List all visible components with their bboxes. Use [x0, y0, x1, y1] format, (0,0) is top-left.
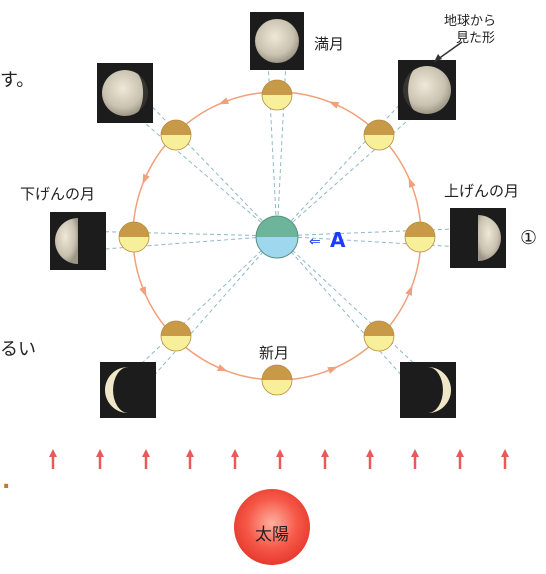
- orbit-arrow-icon: [405, 285, 413, 296]
- earth-arrow-icon: ⇐: [309, 234, 321, 250]
- sightlines: [77, 40, 479, 398]
- edge-text-bottom-left: .: [2, 469, 10, 494]
- sun-ray-arrow-icon: [501, 449, 509, 469]
- orbit-arrow-icon: [328, 101, 340, 109]
- sun-ray-arrow-icon: [96, 449, 104, 469]
- label-new-moon: 新月: [259, 344, 289, 362]
- sun-ray-arrow-icon: [49, 449, 57, 469]
- sightline: [78, 235, 278, 252]
- sightline: [276, 40, 288, 237]
- earth-marker-label: A: [330, 228, 346, 252]
- moon-photo: [50, 212, 106, 270]
- label-sun: 太陽: [255, 525, 289, 545]
- orbit-arrow-icon: [327, 366, 338, 374]
- orbit-arrow-icon: [139, 286, 147, 297]
- orbit-moons: [118, 79, 436, 396]
- orbit-moon-waxing-gib: [363, 119, 395, 151]
- earth: [255, 215, 299, 259]
- orbit-moon-waxing-cres: [363, 320, 395, 352]
- sun-ray-arrow-icon: [142, 449, 150, 469]
- moon-photo: [400, 362, 456, 418]
- sightline: [276, 235, 422, 398]
- orbit-arrow-icon: [217, 364, 228, 372]
- label-last-quarter: 下げんの月: [20, 185, 95, 203]
- orbit-arrow-icon: [408, 177, 416, 189]
- orbit-moon-waning-cres: [160, 320, 192, 352]
- label-full-moon: 満月: [314, 35, 344, 53]
- edge-text-top-left: す。: [0, 70, 34, 91]
- sun-ray-arrow-icon: [231, 449, 239, 469]
- sun-rays: [49, 449, 509, 469]
- orbit-moon-first-q: [404, 221, 436, 253]
- sun-ray-arrow-icon: [276, 449, 284, 469]
- sun: 太陽: [234, 489, 310, 565]
- moon-photo: [450, 208, 506, 268]
- sightline: [276, 235, 436, 384]
- moon-photo: [250, 12, 304, 70]
- sun-ray-arrow-icon: [186, 449, 194, 469]
- label-seen-from-earth-1: 地球から: [444, 14, 496, 29]
- orbit-arrow-icon: [142, 173, 150, 185]
- moon-photo: [100, 362, 156, 418]
- orbit-moon-last-q: [118, 221, 150, 253]
- orbit-moon-new: [261, 364, 293, 396]
- orbit-arrows: [139, 97, 416, 374]
- label-seen-from-earth-2: 見た形: [456, 31, 495, 46]
- sun-ray-arrow-icon: [366, 449, 374, 469]
- sightline: [276, 227, 479, 237]
- sightline: [77, 230, 278, 237]
- edge-text-mid-left: るい: [0, 339, 36, 360]
- moon-photos: [50, 12, 506, 418]
- pointer-arrowhead-icon: [434, 54, 442, 62]
- label-first-quarter: 上げんの月: [444, 182, 519, 200]
- sightline: [120, 235, 278, 384]
- orbit-moon-full: [261, 79, 293, 111]
- sun-ray-arrow-icon: [321, 449, 329, 469]
- orbit-moon-waning-gib: [160, 119, 192, 151]
- circle-number-label: ①: [520, 227, 537, 249]
- sun-ray-arrow-icon: [456, 449, 464, 469]
- sightline: [276, 235, 478, 249]
- sightline: [266, 40, 278, 237]
- orbit-arrow-icon: [218, 97, 230, 105]
- moon-photo: [398, 60, 456, 120]
- sun-ray-arrow-icon: [411, 449, 419, 469]
- sightline: [134, 235, 278, 398]
- moon-photo: [97, 63, 153, 123]
